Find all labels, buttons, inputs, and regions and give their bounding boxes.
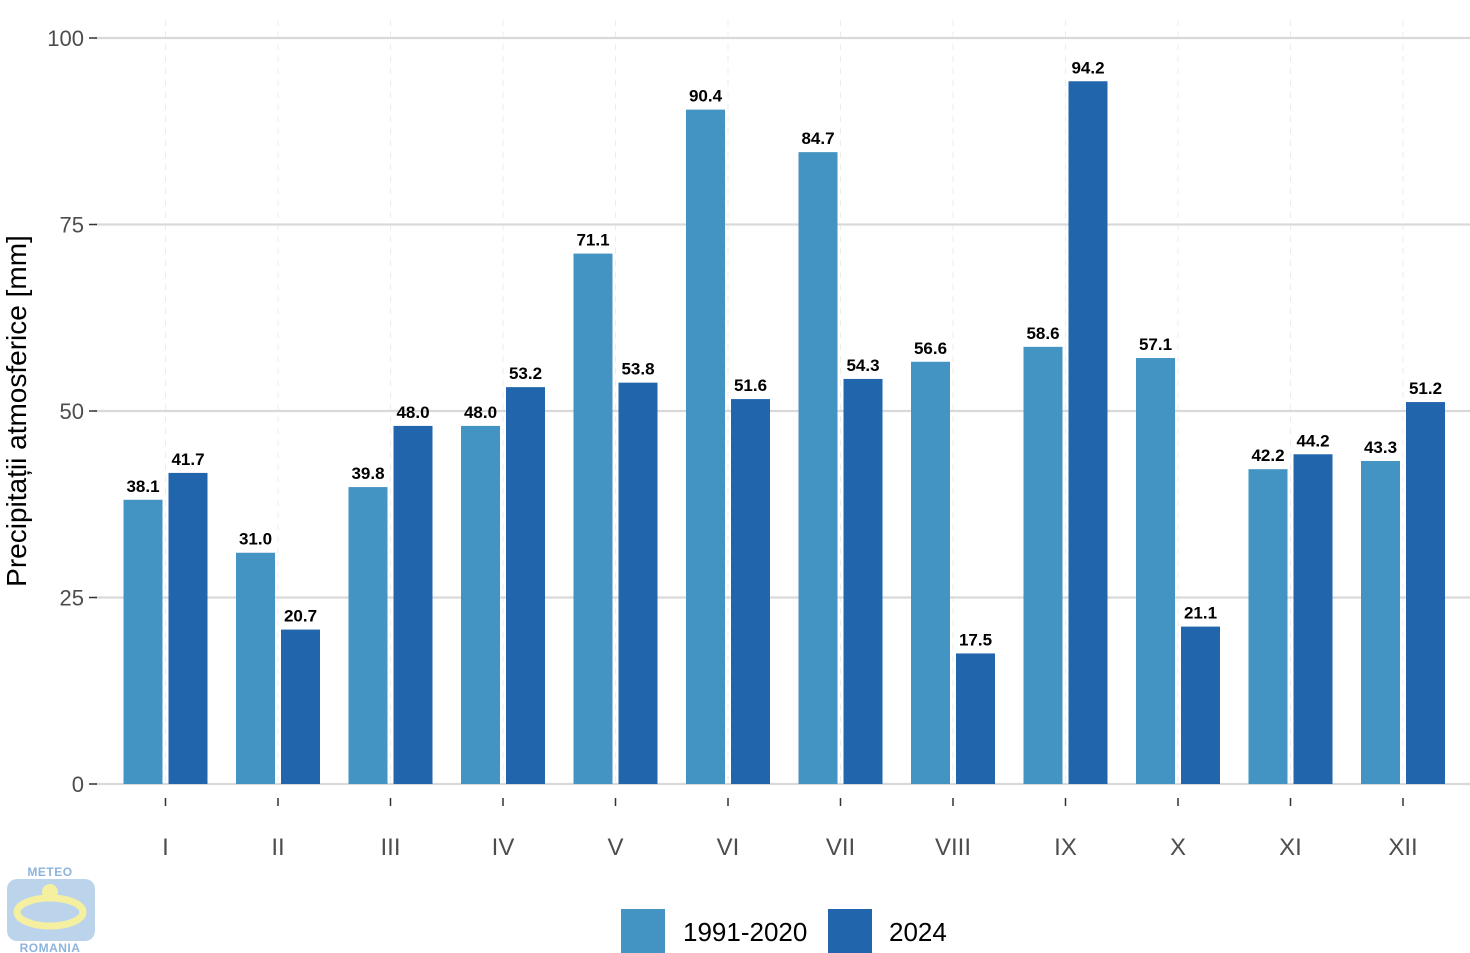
data-label-2024-IX: 94.2 — [1071, 58, 1104, 77]
bar-2024-III — [393, 425, 433, 784]
data-label-1991-2020-IV: 48.0 — [464, 403, 497, 422]
x-tick-label-I: I — [162, 834, 169, 861]
bar-2024-VII — [843, 378, 883, 784]
logo-ring-icon — [13, 894, 87, 930]
bar-2024-XI — [1293, 454, 1333, 784]
bar-1991-2020-X — [1136, 358, 1175, 784]
data-label-2024-X: 21.1 — [1184, 604, 1217, 623]
data-label-1991-2020-VII: 84.7 — [801, 129, 834, 148]
bar-1991-2020-V — [573, 253, 613, 784]
data-label-1991-2020-IX: 58.6 — [1026, 324, 1059, 343]
bar-1991-2020-II — [236, 552, 275, 784]
horizontal-gridlines — [95, 36, 1470, 786]
legend-swatch-1991-2020 — [621, 909, 665, 953]
x-tick-label-IV: IV — [492, 834, 515, 861]
y-tick-label-25: 25 — [60, 586, 84, 611]
bar-2024-V — [618, 382, 658, 784]
legend-label-1991-2020: 1991-2020 — [683, 917, 807, 947]
x-tick-label-VII: VII — [826, 834, 855, 861]
data-label-2024-II: 20.7 — [284, 607, 317, 626]
bar-1991-2020-III — [348, 487, 388, 784]
legend-label-2024: 2024 — [889, 917, 947, 947]
x-tick-label-III: III — [380, 834, 400, 861]
legend-swatch-2024 — [828, 909, 872, 953]
data-label-1991-2020-VIII: 56.6 — [914, 339, 947, 358]
x-tick-label-VIII: VIII — [935, 834, 971, 861]
x-tick-label-X: X — [1170, 834, 1186, 861]
bar-1991-2020-XII — [1361, 460, 1400, 784]
data-label-2024-XII: 51.2 — [1409, 379, 1442, 398]
logo-bottom-text: ROMANIA — [20, 941, 81, 953]
bar-2024-IV — [506, 387, 545, 784]
bar-1991-2020-I — [123, 499, 163, 784]
bar-2024-II — [281, 629, 320, 784]
data-labels: 38.1 31.0 39.8 48.0 71.1 90.4 84.7 56.6 58.6 57.1… — [126, 58, 1442, 649]
y-axis-label: Precipitații atmosferice [mm] — [1, 235, 32, 587]
bar-2024-I — [168, 472, 208, 784]
logo-top-text: METEO — [27, 865, 72, 879]
data-label-1991-2020-III: 39.8 — [351, 464, 384, 483]
data-label-1991-2020-I: 38.1 — [126, 477, 159, 496]
bar-2024-VIII — [956, 653, 995, 784]
bar-1991-2020-IX — [1023, 346, 1063, 784]
vertical-gridlines — [165, 20, 1404, 784]
data-label-1991-2020-XI: 42.2 — [1251, 446, 1284, 465]
y-tick-label-50: 50 — [60, 399, 84, 424]
x-tick-label-XII: XII — [1388, 834, 1417, 861]
data-label-2024-VI: 51.6 — [734, 376, 767, 395]
data-label-1991-2020-XII: 43.3 — [1364, 438, 1397, 457]
data-label-2024-III: 48.0 — [396, 403, 429, 422]
x-tick-label-IX: IX — [1054, 834, 1077, 861]
x-tick-label-II: II — [271, 834, 284, 861]
data-label-1991-2020-V: 71.1 — [576, 231, 609, 250]
data-label-2024-VII: 54.3 — [846, 356, 879, 375]
data-label-2024-XI: 44.2 — [1296, 431, 1329, 450]
bar-2024-VI — [731, 399, 770, 784]
x-tick-label-V: V — [607, 834, 623, 861]
data-label-2024-VIII: 17.5 — [959, 630, 992, 649]
bar-1991-2020-XI — [1248, 469, 1288, 784]
legend: 1991-2020 2024 — [621, 909, 947, 953]
data-label-2024-IV: 53.2 — [509, 364, 542, 383]
bar-2024-XII — [1406, 402, 1445, 784]
bar-2024-X — [1181, 626, 1220, 784]
bar-2024-IX — [1068, 81, 1108, 784]
bars — [123, 81, 1445, 785]
y-axis-ticks: 0 25 50 75 100 — [47, 26, 97, 797]
y-tick-label-75: 75 — [60, 213, 84, 238]
data-label-1991-2020-II: 31.0 — [239, 530, 272, 549]
data-label-1991-2020-X: 57.1 — [1139, 335, 1172, 354]
bar-1991-2020-VIII — [911, 361, 950, 784]
bar-1991-2020-VI — [686, 109, 725, 785]
bar-1991-2020-VII — [798, 152, 838, 784]
y-tick-label-100: 100 — [47, 26, 84, 51]
x-tick-label-XI: XI — [1279, 834, 1302, 861]
x-tick-label-VI: VI — [717, 834, 740, 861]
meteo-romania-logo: METEO ROMANIA — [7, 865, 95, 953]
x-axis-ticks: I II III IV V VI VII VIII IX X XI XII — [162, 798, 1418, 861]
bar-1991-2020-IV — [461, 425, 500, 784]
y-tick-label-0: 0 — [72, 772, 84, 797]
data-label-2024-I: 41.7 — [171, 450, 204, 469]
data-label-2024-V: 53.8 — [621, 360, 654, 379]
data-label-1991-2020-VI: 90.4 — [689, 87, 723, 106]
